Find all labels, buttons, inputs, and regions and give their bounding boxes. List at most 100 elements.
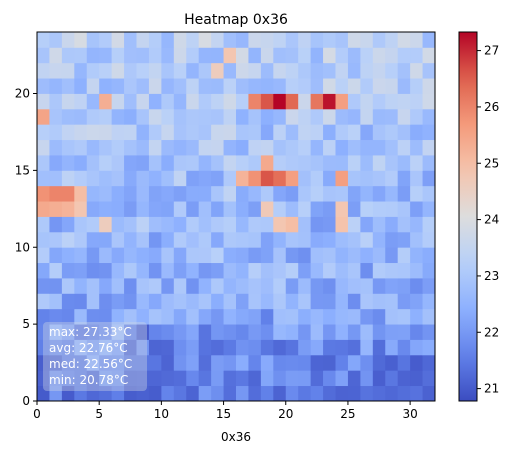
heatmap-cell — [248, 62, 262, 79]
heatmap-cell — [372, 108, 386, 125]
heatmap-cell — [298, 247, 312, 264]
heatmap-cell — [211, 170, 224, 187]
heatmap-cell — [161, 155, 175, 171]
heatmap-cell — [37, 185, 50, 202]
heatmap-cell — [273, 339, 287, 356]
heatmap-cell — [198, 62, 212, 79]
heatmap-cell — [61, 370, 75, 387]
heatmap-cell — [161, 201, 175, 217]
heatmap-cell — [260, 139, 274, 156]
heatmap-cell — [173, 262, 187, 279]
x-tick-label: 5 — [95, 407, 103, 421]
heatmap-cell — [186, 201, 200, 217]
heatmap-cell — [323, 278, 336, 294]
heatmap-cell — [74, 32, 88, 48]
heatmap-cell — [136, 385, 150, 402]
heatmap-cell — [173, 155, 187, 171]
heatmap-cell — [124, 93, 137, 110]
heatmap-cell — [124, 78, 137, 94]
heatmap-cell — [385, 324, 399, 340]
heatmap-cell — [372, 185, 386, 202]
heatmap-cell — [323, 47, 336, 64]
heatmap-cell — [136, 354, 150, 371]
y-tick-label: 20 — [15, 87, 30, 101]
heatmap-cell — [422, 93, 436, 110]
heatmap-cell — [260, 370, 274, 387]
heatmap-cell — [223, 308, 237, 325]
heatmap-cell — [136, 370, 150, 387]
heatmap-cell — [211, 354, 224, 371]
heatmap-cell — [49, 108, 63, 125]
heatmap-cell — [397, 155, 411, 171]
heatmap-cell — [99, 170, 113, 187]
heatmap-cell — [422, 354, 436, 371]
heatmap-cell — [111, 62, 125, 79]
heatmap-cell — [285, 324, 299, 340]
heatmap-cell — [310, 62, 324, 79]
heatmap-cell — [410, 278, 423, 294]
heatmap-cell — [422, 124, 436, 141]
heatmap-cell — [285, 385, 299, 402]
heatmap-cell — [335, 308, 349, 325]
heatmap-cell — [360, 293, 374, 310]
heatmap-cell — [124, 216, 137, 233]
heatmap-cell — [298, 293, 312, 310]
heatmap-cell — [136, 293, 150, 310]
heatmap-cell — [372, 262, 386, 279]
heatmap-cell — [161, 93, 175, 110]
x-tick-label: 10 — [154, 407, 169, 421]
heatmap-cell — [211, 262, 224, 279]
heatmap-cell — [198, 32, 212, 48]
heatmap-cell — [198, 78, 212, 94]
heatmap-cell — [397, 385, 411, 402]
heatmap-cell — [86, 339, 100, 356]
heatmap-cell — [273, 185, 287, 202]
heatmap-cell — [37, 32, 50, 48]
heatmap-cell — [310, 278, 324, 294]
heatmap-cell — [310, 108, 324, 125]
heatmap-cell — [148, 354, 162, 371]
heatmap-cell — [37, 370, 50, 387]
heatmap-cell — [260, 354, 274, 371]
heatmap-cell — [410, 124, 423, 141]
heatmap-cell — [99, 185, 113, 202]
heatmap-cell — [74, 308, 88, 325]
heatmap-cell — [260, 185, 274, 202]
heatmap-cell — [86, 139, 100, 156]
heatmap-cell — [148, 324, 162, 340]
heatmap-cell — [410, 324, 423, 340]
heatmap-cell — [298, 185, 312, 202]
heatmap-cell — [335, 293, 349, 310]
heatmap-cell — [74, 247, 88, 264]
heatmap-cell — [360, 170, 374, 187]
heatmap-cell — [86, 124, 100, 141]
heatmap-cell — [323, 93, 336, 110]
heatmap-cell — [360, 47, 374, 64]
heatmap-cell — [347, 185, 361, 202]
heatmap-cell — [385, 216, 399, 233]
heatmap-cell — [61, 108, 75, 125]
heatmap-cell — [298, 32, 312, 48]
heatmap-cell — [310, 354, 324, 371]
heatmap-cell — [397, 170, 411, 187]
heatmap-cell — [310, 124, 324, 141]
heatmap-cell — [86, 293, 100, 310]
heatmap-cell — [211, 231, 224, 248]
heatmap-cell — [323, 216, 336, 233]
x-axis-label: 0x36 — [221, 430, 251, 444]
heatmap-cell — [335, 47, 349, 64]
colorbar-tick-label: 26 — [484, 100, 499, 114]
heatmap-cell — [99, 370, 113, 387]
heatmap-cell — [285, 247, 299, 264]
heatmap-cell — [285, 278, 299, 294]
heatmap-cell — [136, 47, 150, 64]
heatmap-cell — [285, 339, 299, 356]
heatmap-cell — [273, 278, 287, 294]
heatmap-cell — [273, 108, 287, 125]
heatmap-cell — [260, 47, 274, 64]
heatmap-cell — [86, 62, 100, 79]
heatmap-cell — [372, 78, 386, 94]
heatmap-cell — [397, 247, 411, 264]
heatmap-cell — [236, 124, 249, 141]
heatmap-cell — [347, 108, 361, 125]
